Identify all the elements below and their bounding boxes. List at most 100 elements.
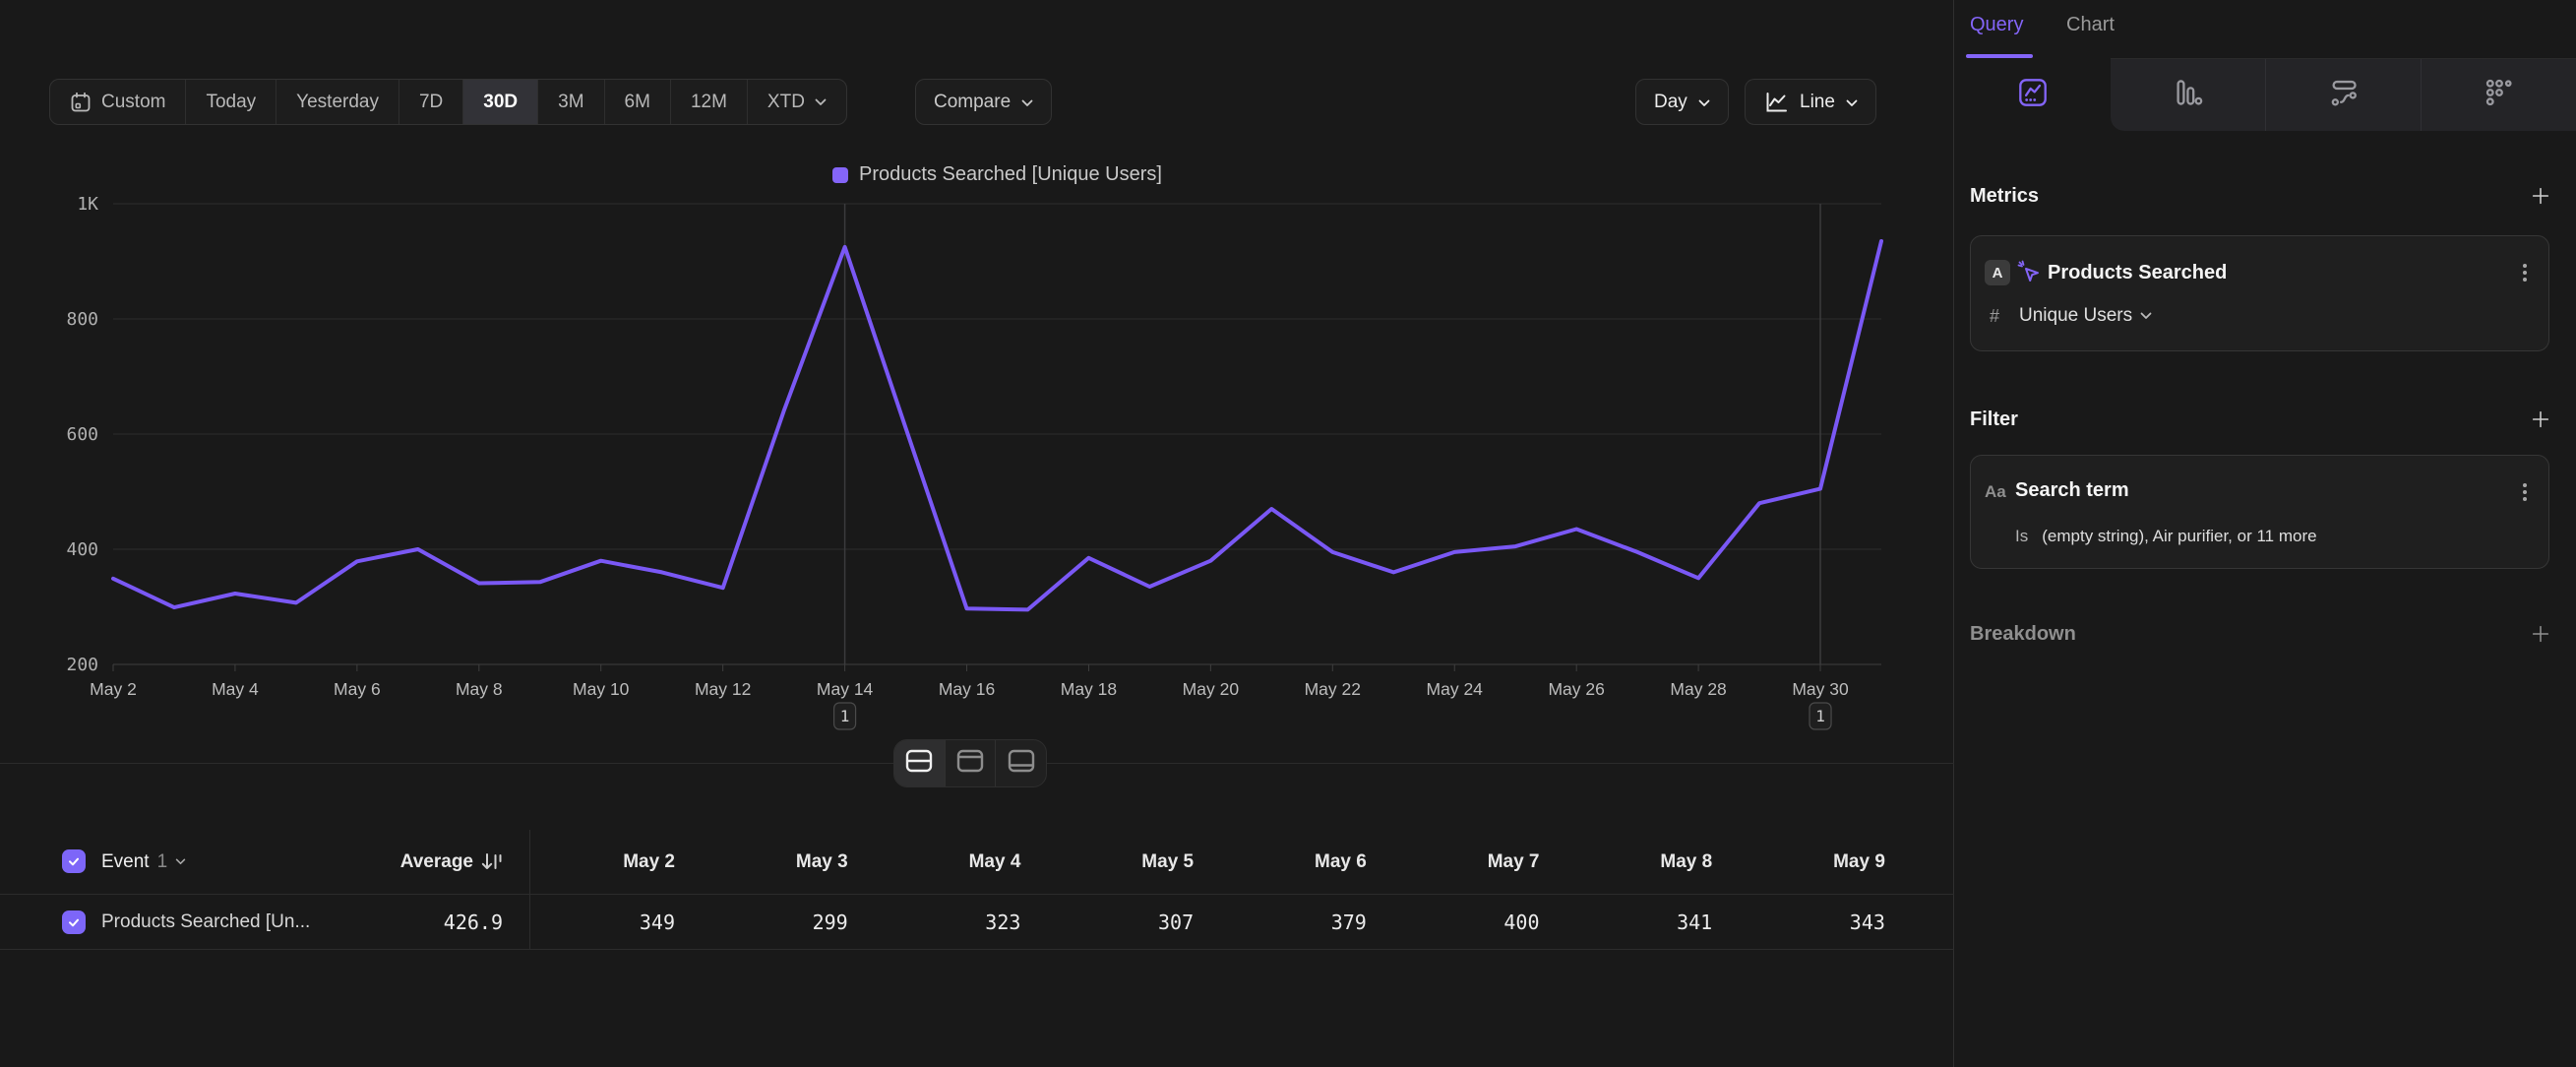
x-axis-label: May 22 <box>1305 679 1361 699</box>
row-series-label: Products Searched [Un... <box>101 895 310 949</box>
aggregation-label: Unique Users <box>2019 305 2132 327</box>
layout-toggle <box>893 739 1047 787</box>
table-only-view-toggle[interactable] <box>995 740 1046 786</box>
x-axis-label: May 18 <box>1061 679 1117 699</box>
day-value-cell: 341 <box>1545 895 1712 949</box>
metric-name: Products Searched <box>2048 262 2227 284</box>
filter-value: (empty string), Air purifier, or 11 more <box>2042 527 2316 546</box>
metric-options-kebab-icon[interactable] <box>2515 260 2535 290</box>
x-axis-label: May 14 <box>817 679 874 699</box>
line-chart[interactable]: 1K800600400200May 2May 4May 6May 8May 10… <box>0 0 1954 763</box>
hash-icon: # <box>1990 306 1999 327</box>
tab-insights[interactable] <box>1955 58 2111 131</box>
y-axis-label: 1K <box>77 194 98 215</box>
series-line[interactable] <box>113 241 1881 609</box>
day-column-header[interactable]: May 5 <box>1026 830 1194 894</box>
day-column-header[interactable]: May 3 <box>681 830 848 894</box>
day-value-cell: 349 <box>508 895 675 949</box>
x-axis-label: May 8 <box>456 679 503 699</box>
day-column-header[interactable]: May 7 <box>1373 830 1540 894</box>
y-axis-label: 200 <box>66 655 98 675</box>
y-axis-label: 800 <box>66 309 98 330</box>
add-breakdown-button[interactable] <box>2530 623 2551 645</box>
metric-aggregation[interactable]: # Unique Users <box>1990 305 2152 327</box>
chart-only-view-toggle[interactable] <box>945 740 996 786</box>
retention-icon <box>2484 78 2514 112</box>
table-row[interactable]: Products Searched [Un... 426.9 349299323… <box>0 895 1954 950</box>
text-property-icon: Aa <box>1985 482 2006 502</box>
filter-heading: Filter <box>1970 408 2018 431</box>
x-axis-label: May 6 <box>334 679 381 699</box>
event-column-header[interactable]: Event 1 <box>101 830 186 894</box>
day-value-cell: 307 <box>1026 895 1194 949</box>
query-panel: Query Chart <box>1955 0 2576 1067</box>
day-value-cell: 299 <box>681 895 848 949</box>
table-only-view-icon <box>1007 748 1036 779</box>
y-axis-label: 400 <box>66 539 98 560</box>
table-header-row: Event 1 Average May 2May 3May 4May 5May … <box>0 830 1954 895</box>
day-column-header[interactable]: May 8 <box>1545 830 1712 894</box>
report-type-tabs <box>1955 58 2576 131</box>
chevron-down-icon <box>2140 312 2152 320</box>
day-column-header[interactable]: May 6 <box>1199 830 1367 894</box>
x-axis-label: May 12 <box>695 679 751 699</box>
filter-card[interactable]: Aa Search term Is (empty string), Air pu… <box>1970 455 2549 569</box>
tab-retention[interactable] <box>2421 59 2576 131</box>
day-column-header[interactable]: May 2 <box>508 830 675 894</box>
row-checkbox[interactable] <box>62 910 86 934</box>
breakdown-heading: Breakdown <box>1970 623 2076 646</box>
funnels-icon <box>2174 78 2203 112</box>
x-axis-label: May 20 <box>1183 679 1240 699</box>
filter-operator: Is <box>2015 527 2028 546</box>
report-main-area: CustomTodayYesterday7D30D3M6M12MXTD Comp… <box>0 0 1954 1067</box>
row-average-value: 426.9 <box>444 895 503 949</box>
sort-descending-icon[interactable] <box>479 851 505 878</box>
day-value-cell: 379 <box>1199 895 1367 949</box>
x-axis-label: May 16 <box>939 679 995 699</box>
day-value-cell: 343 <box>1718 895 1885 949</box>
x-axis-label: May 26 <box>1548 679 1604 699</box>
annotation-badge-label: 1 <box>840 707 850 725</box>
x-axis-label: May 30 <box>1792 679 1849 699</box>
metric-letter-badge: A <box>1985 260 2010 285</box>
metrics-section-header: Metrics <box>1970 182 2551 210</box>
filter-section-header: Filter <box>1970 406 2551 433</box>
split-view-toggle[interactable] <box>894 740 945 786</box>
split-view-icon <box>904 748 934 779</box>
x-axis-label: May 4 <box>212 679 259 699</box>
average-label: Average <box>400 851 473 873</box>
active-tab-underline <box>1966 54 2033 58</box>
event-count: 1 <box>157 851 168 873</box>
filter-property-name: Search term <box>2015 479 2129 502</box>
event-cursor-icon <box>2016 259 2042 289</box>
add-filter-button[interactable] <box>2530 408 2551 430</box>
x-axis-label: May 2 <box>90 679 137 699</box>
day-column-header[interactable]: May 9 <box>1718 830 1885 894</box>
metrics-heading: Metrics <box>1970 185 2039 208</box>
day-column-header[interactable]: May 4 <box>853 830 1020 894</box>
day-value-cell: 400 <box>1373 895 1540 949</box>
y-axis-label: 600 <box>66 424 98 445</box>
event-label: Event <box>101 851 150 873</box>
add-metric-button[interactable] <box>2530 185 2551 207</box>
x-axis-label: May 28 <box>1670 679 1726 699</box>
insights-icon <box>2018 78 2048 112</box>
tab-query[interactable]: Query <box>1970 14 2023 36</box>
flows-icon <box>2329 78 2359 112</box>
chevron-down-icon <box>175 858 186 865</box>
filter-options-kebab-icon[interactable] <box>2515 479 2535 510</box>
report-type-tabs-inactive <box>2111 58 2576 131</box>
tab-flows[interactable] <box>2265 59 2421 131</box>
filter-condition[interactable]: Is (empty string), Air purifier, or 11 m… <box>2015 527 2317 546</box>
metric-card[interactable]: A Products Searched # Unique Users <box>1970 235 2549 351</box>
day-value-cell: 323 <box>853 895 1020 949</box>
select-all-checkbox[interactable] <box>62 849 86 873</box>
breakdown-section-header: Breakdown <box>1970 620 2551 648</box>
tab-chart[interactable]: Chart <box>2066 14 2115 36</box>
tab-funnels[interactable] <box>2111 59 2265 131</box>
table-column-divider <box>529 830 530 950</box>
chart-only-view-icon <box>955 748 985 779</box>
annotation-badge-label: 1 <box>1815 707 1825 725</box>
average-column-header[interactable]: Average <box>400 830 473 894</box>
x-axis-label: May 24 <box>1427 679 1484 699</box>
